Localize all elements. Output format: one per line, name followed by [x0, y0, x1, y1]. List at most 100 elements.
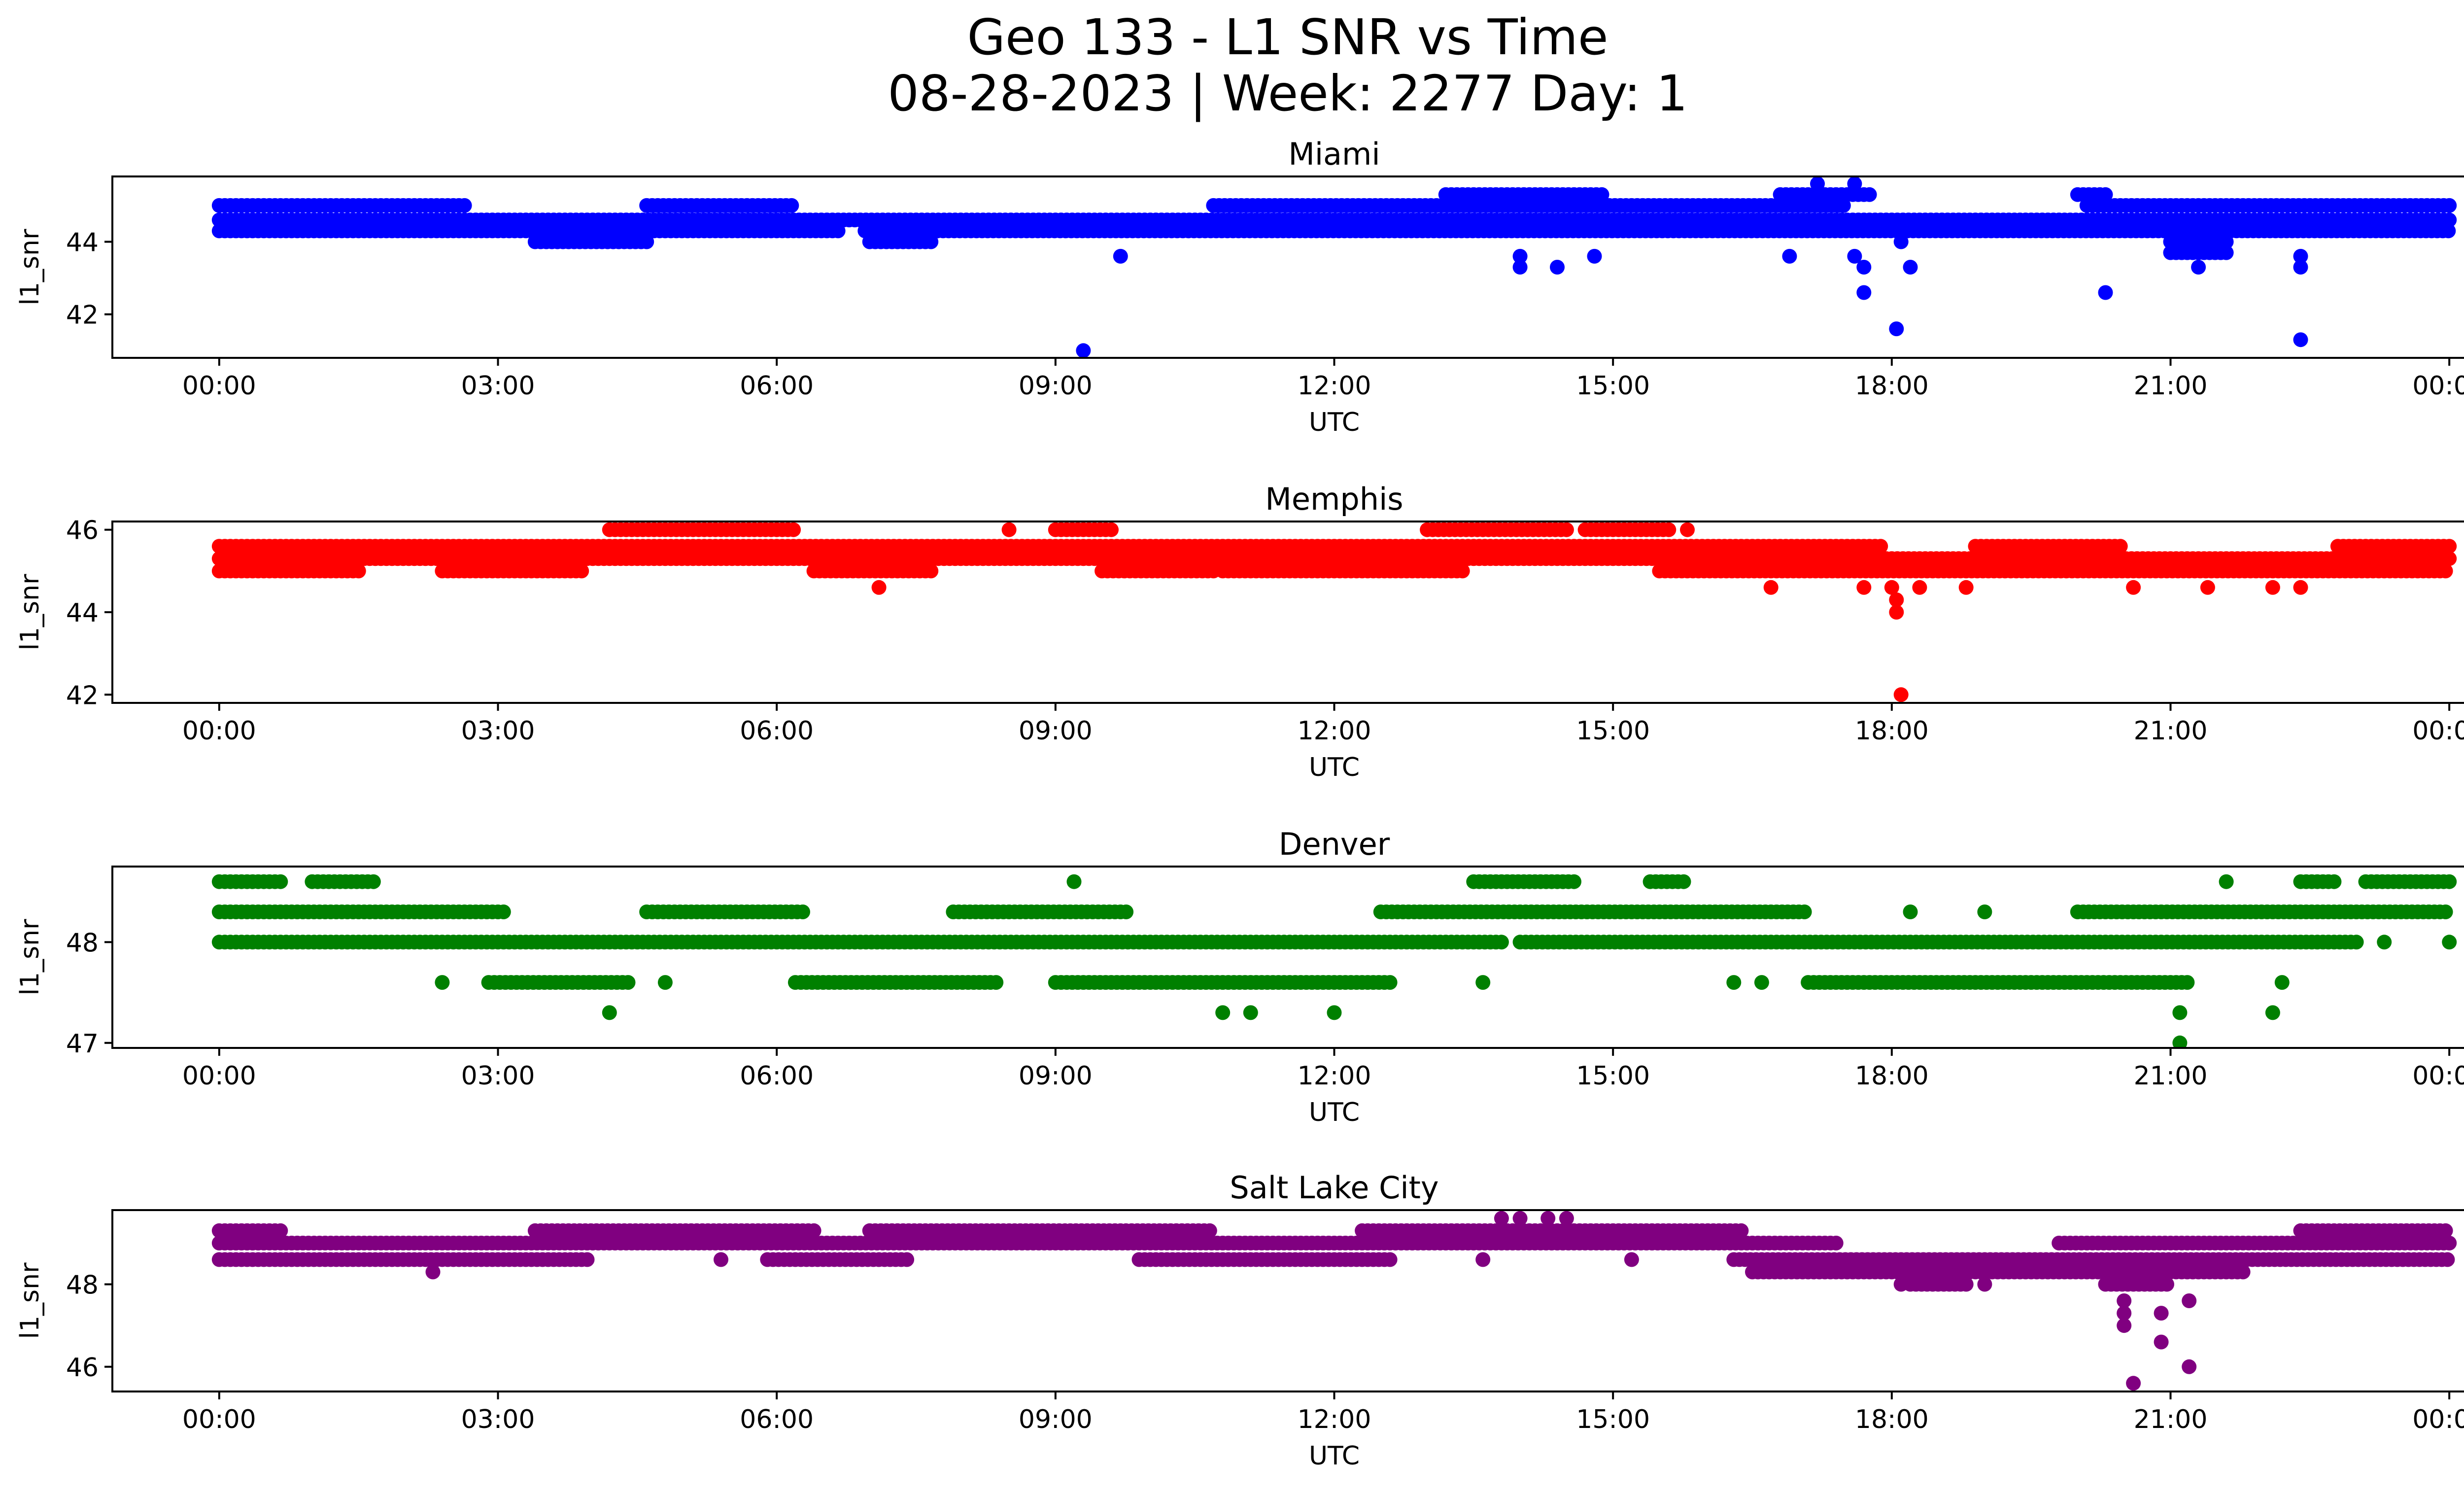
x-tick-label: 03:00 [461, 1405, 535, 1434]
data-point [496, 904, 511, 919]
x-tick-label: 03:00 [461, 371, 535, 401]
data-point [1680, 522, 1695, 537]
data-point [2274, 975, 2290, 990]
axes-frame [111, 866, 2464, 1049]
data-point [1587, 248, 1602, 264]
x-tick-label: 03:00 [461, 1061, 535, 1091]
data-point [2098, 187, 2113, 202]
data-point [2265, 580, 2280, 595]
data-point [830, 223, 846, 239]
x-axis-label: UTC [1309, 753, 1360, 782]
data-point [1475, 975, 1491, 990]
data-point [2293, 260, 2308, 275]
data-point [366, 874, 381, 889]
data-point [639, 234, 654, 249]
data-point [2442, 539, 2457, 554]
data-point [2219, 234, 2234, 249]
subplot-title: Miami [1288, 136, 1380, 172]
x-tick-label: 09:00 [1019, 1061, 1093, 1091]
x-tick-label: 12:00 [1298, 716, 1371, 746]
data-point [899, 1252, 915, 1267]
data-point [1847, 248, 1862, 264]
data-point [1763, 580, 1779, 595]
data-point [620, 975, 636, 990]
data-point [1327, 1005, 1342, 1020]
data-point [425, 1264, 441, 1280]
data-point [2293, 580, 2308, 595]
data-point [1475, 1252, 1491, 1267]
x-tick-label: 21:00 [2134, 371, 2208, 401]
x-tick-label: 00:00 [2412, 1061, 2464, 1091]
x-tick-label: 09:00 [1019, 371, 1093, 401]
data-point [2442, 198, 2457, 213]
data-point [1215, 1005, 1231, 1020]
y-axis-label: l1_snr [15, 1262, 45, 1339]
data-point [1559, 1211, 1574, 1226]
data-point [1512, 248, 1528, 264]
data-point [435, 975, 450, 990]
data-point [1884, 580, 1899, 595]
subplot-memphis: Memphis 00:00 03:00 06:00 09:00 12:00 15:00 18:… [15, 481, 2464, 782]
data-point [1893, 1277, 1909, 1292]
data-point [2442, 212, 2457, 228]
y-tick-label: 42 [66, 681, 99, 710]
data-point [1958, 1277, 1974, 1292]
data-point [1594, 187, 1609, 202]
x-tick-label: 00:00 [2412, 371, 2464, 401]
data-point [1856, 580, 1872, 595]
x-tick-label: 21:00 [2134, 1061, 2208, 1091]
data-point [2113, 539, 2128, 554]
x-tick-label: 15:00 [1576, 371, 1650, 401]
y-tick-label: 42 [66, 301, 99, 330]
data-point [2293, 332, 2308, 348]
data-point [1889, 592, 1904, 607]
x-tick-label: 09:00 [1019, 1405, 1093, 1434]
data-point [2172, 1005, 2188, 1020]
data-point [2126, 1376, 2141, 1391]
data-point [714, 1252, 728, 1267]
data-point [871, 580, 887, 595]
data-point [2182, 1293, 2197, 1308]
data-point [806, 1223, 821, 1238]
data-point [1512, 260, 1528, 275]
data-point [273, 874, 288, 889]
data-point [1676, 874, 1691, 889]
data-point [2117, 1293, 2132, 1308]
x-tick-label: 15:00 [1576, 1061, 1650, 1091]
data-point [1455, 563, 1470, 579]
data-point [457, 198, 472, 213]
data-point [1828, 1235, 1844, 1251]
y-axis-label: l1_snr [15, 574, 45, 651]
data-point [1066, 874, 1082, 889]
data-point [2219, 874, 2234, 889]
data-point [1726, 975, 1742, 990]
data-point [2327, 874, 2342, 889]
data-point [2265, 1005, 2280, 1020]
x-tick-label: 03:00 [461, 716, 535, 746]
x-tick-label: 00:00 [182, 1061, 256, 1091]
y-axis-label: l1_snr [15, 229, 45, 306]
data-point [2349, 935, 2364, 950]
data-point [1494, 1211, 1509, 1226]
data-point [2172, 1035, 2188, 1048]
data-point [2442, 874, 2457, 889]
data-point [1797, 904, 1812, 919]
data-point [2191, 260, 2206, 275]
data-point [1494, 935, 1509, 950]
x-axis-label: UTC [1309, 1098, 1360, 1127]
data-point [1977, 1277, 1992, 1292]
data-point [1202, 1223, 1217, 1238]
figure-title: Geo 133 - L1 SNR vs Time [967, 8, 1608, 66]
data-point [1076, 343, 1091, 358]
x-tick-label: 18:00 [1855, 1405, 1929, 1434]
data-point [1903, 260, 1918, 275]
subplot-title: Denver [1279, 826, 1390, 862]
data-point [2117, 1318, 2132, 1333]
data-point [989, 975, 1004, 990]
data-point [1119, 904, 1134, 919]
data-point [1624, 1252, 1639, 1267]
data-point [2154, 1334, 2169, 1350]
data-point [2442, 935, 2457, 950]
data-point [1550, 260, 1565, 275]
